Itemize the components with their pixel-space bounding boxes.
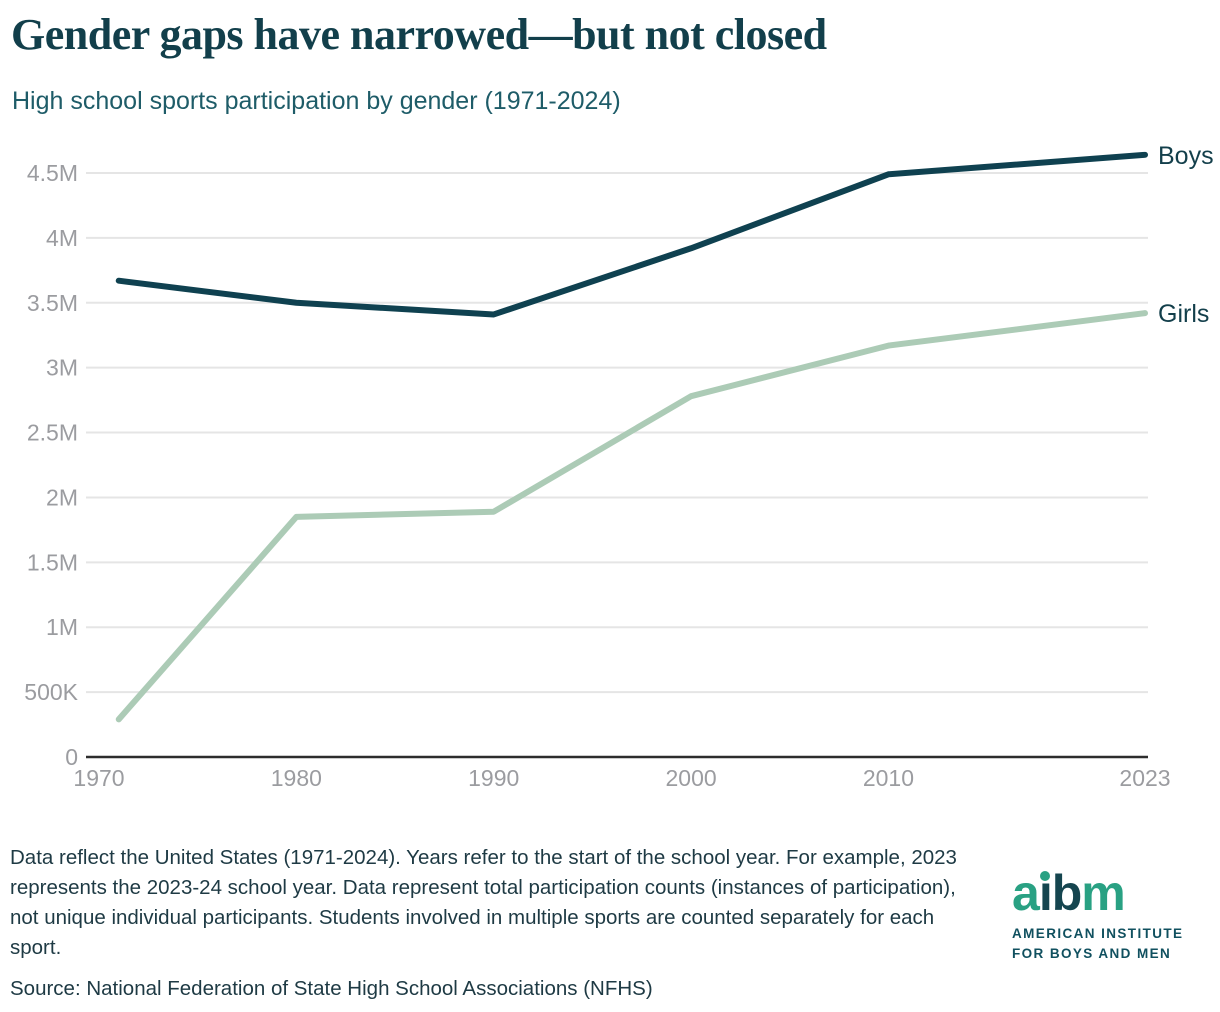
logo-letter-b: b bbox=[1051, 865, 1083, 921]
x-tick-label: 1990 bbox=[468, 765, 519, 791]
aibm-logo-line1: AMERICAN INSTITUTE bbox=[1012, 926, 1184, 941]
y-tick-label: 3.5M bbox=[27, 290, 78, 316]
page-title: Gender gaps have narrowed—but not closed bbox=[11, 10, 827, 59]
y-tick-label: 2M bbox=[46, 484, 78, 510]
y-tick-label: 4M bbox=[46, 225, 78, 251]
boys-line bbox=[115, 151, 1148, 318]
boys-line-label: Boys bbox=[1158, 142, 1214, 170]
chart-footnote: Data reflect the United States (1971-202… bbox=[10, 846, 957, 959]
x-tick-label: 2000 bbox=[665, 765, 716, 791]
x-tick-label: 1970 bbox=[73, 765, 124, 791]
chart-source: Source: National Federation of State Hig… bbox=[10, 977, 653, 1000]
logo-i-dot bbox=[1040, 871, 1051, 881]
y-tick-label: 0 bbox=[65, 744, 78, 770]
aibm-logo: aı bm AMERICAN INSTITUTE FOR BOYS AND MEN bbox=[1012, 868, 1202, 964]
girls-line-label: Girls bbox=[1158, 300, 1209, 328]
logo-letter-i: ı bbox=[1038, 865, 1053, 921]
logo-letter-a: a bbox=[1012, 865, 1040, 921]
y-tick-label: 2.5M bbox=[27, 420, 78, 446]
y-tick-label: 1M bbox=[46, 614, 78, 640]
x-tick-label: 1980 bbox=[271, 765, 322, 791]
y-tick-label: 3M bbox=[46, 355, 78, 381]
y-tick-label: 500K bbox=[24, 679, 78, 705]
participation-line-chart: 0 500K 1M 1.5M 2M 2.5M 3M 3.5M 4M 4.5M 1970 1980 199… bbox=[0, 138, 1220, 810]
x-tick-label: 2010 bbox=[863, 765, 914, 791]
aibm-logo-wordmark: aı bm bbox=[1012, 868, 1202, 918]
y-tick-label: 4.5M bbox=[27, 160, 78, 186]
girls-line bbox=[115, 310, 1148, 723]
x-tick-label: 2023 bbox=[1119, 765, 1170, 791]
y-tick-label: 1.5M bbox=[27, 549, 78, 575]
chart-canvas: 0 500K 1M 1.5M 2M 2.5M 3M 3.5M 4M 4.5M 1970 1980 199… bbox=[24, 142, 1214, 791]
chart-subtitle: High school sports participation by gend… bbox=[12, 87, 621, 115]
aibm-logo-line2: FOR BOYS AND MEN bbox=[1012, 946, 1172, 961]
logo-letter-m: m bbox=[1081, 865, 1125, 921]
